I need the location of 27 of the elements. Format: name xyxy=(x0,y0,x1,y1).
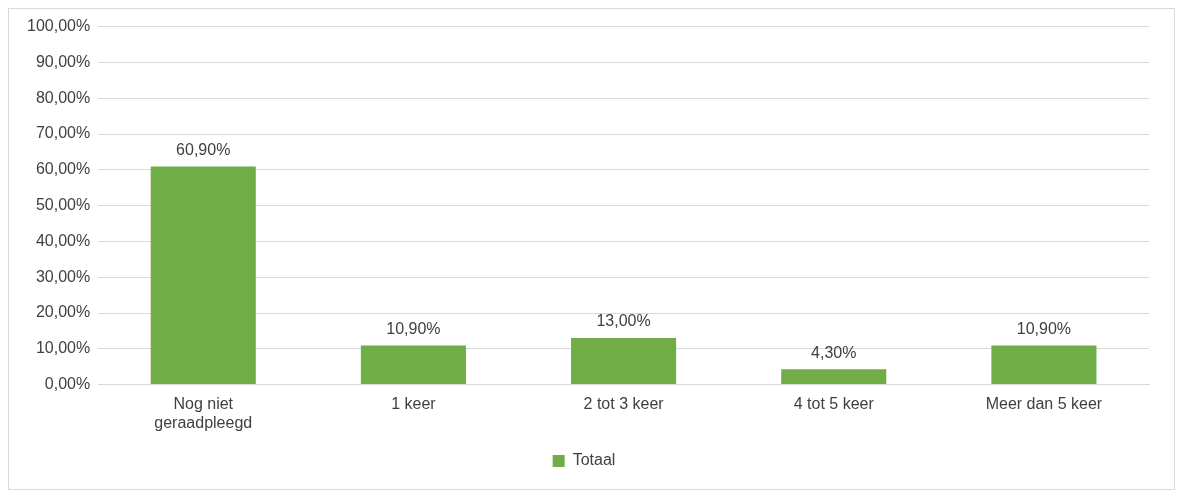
y-tick-label: 80,00% xyxy=(35,88,91,106)
y-tick-label: 100,00% xyxy=(26,17,91,35)
data-label: 13,00% xyxy=(596,312,651,330)
x-tick-label: 4 tot 5 keer xyxy=(793,394,875,412)
y-tick-label: 70,00% xyxy=(35,124,91,142)
y-tick-label: 10,00% xyxy=(35,339,91,357)
bar xyxy=(150,166,256,385)
data-label: 10,90% xyxy=(386,319,441,337)
x-tick-label: Meer dan 5 keer xyxy=(985,394,1103,412)
x-tick-label: 2 tot 3 keer xyxy=(583,394,665,412)
bar xyxy=(781,369,887,385)
y-tick-label: 50,00% xyxy=(35,196,91,214)
y-tick-label: 20,00% xyxy=(35,303,91,321)
bar xyxy=(991,345,1097,385)
bar xyxy=(571,338,677,385)
data-label: 60,90% xyxy=(176,140,231,158)
x-tick-label: 1 keer xyxy=(391,394,437,412)
y-tick-label: 0,00% xyxy=(44,375,91,393)
y-tick-label: 90,00% xyxy=(35,52,91,70)
y-tick-label: 30,00% xyxy=(35,267,91,285)
y-tick-label: 60,00% xyxy=(35,160,91,178)
legend-label: Totaal xyxy=(572,451,616,469)
data-label: 4,30% xyxy=(811,343,857,361)
x-tick-label: Nog niet geraadpleegd xyxy=(154,394,253,431)
data-label: 10,90% xyxy=(1016,319,1072,337)
bar xyxy=(360,345,466,385)
y-tick-label: 40,00% xyxy=(35,231,91,249)
